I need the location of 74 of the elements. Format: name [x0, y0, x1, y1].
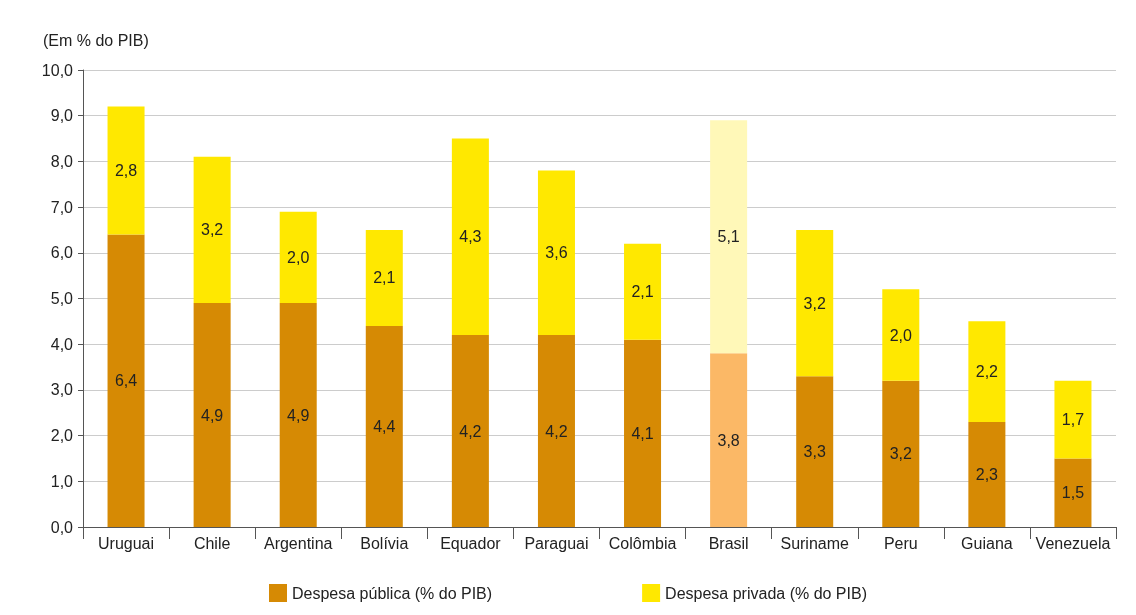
bar	[882, 380, 920, 527]
y-tick-label: 1,0	[50, 472, 74, 490]
data-label: 3,2	[803, 294, 826, 312]
bar	[624, 243, 662, 340]
bar	[537, 170, 575, 336]
data-label: 4,1	[631, 424, 654, 442]
bar	[968, 421, 1006, 527]
y-tick-label: 2,0	[50, 427, 74, 445]
data-label: 4,2	[459, 422, 482, 440]
bar	[1054, 380, 1092, 459]
x-tick-label: Bolívia	[360, 534, 409, 552]
y-tick-label: 9,0	[50, 107, 74, 125]
bar	[710, 120, 748, 354]
bar	[1054, 458, 1092, 527]
y-tick-label: 4,0	[50, 335, 74, 353]
data-label: 4,3	[459, 228, 482, 246]
data-label: 2,1	[631, 283, 654, 301]
legend-label: Despesa pública (% do PIB)	[292, 584, 493, 602]
data-label: 2,2	[975, 363, 999, 381]
x-tick-label: Colômbia	[608, 534, 677, 552]
data-label: 1,7	[1061, 411, 1085, 429]
x-tick-label: Guiana	[961, 534, 1013, 552]
bar	[451, 335, 489, 527]
bar	[796, 376, 834, 527]
x-tick-label: Argentina	[263, 534, 333, 552]
x-tick-label: Paraguai	[524, 534, 589, 552]
data-label: 3,8	[717, 431, 740, 449]
y-tick-label: 6,0	[50, 244, 74, 262]
data-label: 4,9	[287, 406, 310, 424]
data-label: 3,2	[201, 221, 224, 239]
data-label: 4,4	[373, 417, 396, 435]
bar	[882, 289, 920, 381]
bar	[451, 138, 489, 336]
y-tick-label: 8,0	[50, 152, 74, 170]
bar	[107, 106, 145, 235]
bar	[279, 211, 317, 304]
x-tick-label: Peru	[883, 534, 918, 552]
x-tick-label: Brasil	[708, 534, 749, 552]
bar	[710, 353, 748, 527]
bar	[193, 156, 231, 304]
bar	[193, 303, 231, 527]
data-label: 6,4	[114, 372, 138, 390]
bar	[968, 321, 1006, 422]
x-tick-label: Venezuela	[1035, 534, 1111, 552]
bar	[537, 335, 575, 527]
bar	[279, 303, 317, 527]
data-label: 3,2	[889, 445, 913, 463]
y-tick-label: 7,0	[50, 198, 74, 216]
x-tick-label: Uruguai	[98, 534, 155, 552]
y-tick-label: 0,0	[50, 518, 74, 536]
data-label: 1,5	[1061, 484, 1085, 502]
legend-label: Despesa privada (% do PIB)	[665, 584, 867, 602]
data-label: 2,3	[975, 465, 999, 483]
y-tick-label: 10,0	[41, 61, 74, 79]
x-tick-label: Suriname	[780, 534, 850, 552]
data-label: 2,0	[287, 248, 310, 266]
bar	[365, 229, 403, 326]
data-label: 2,0	[889, 326, 913, 344]
data-label: 4,2	[545, 422, 568, 440]
y-tick-label: 5,0	[50, 290, 74, 307]
y-tick-label: 3,0	[50, 381, 74, 399]
bar	[365, 325, 403, 527]
data-label: 5,1	[717, 228, 740, 246]
x-tick-label: Chile	[193, 534, 231, 552]
data-label: 4,9	[201, 406, 224, 424]
x-tick-label: Equador	[440, 534, 502, 552]
data-label: 3,3	[803, 443, 826, 461]
data-label: 2,1	[373, 269, 396, 287]
data-label: 2,8	[114, 162, 138, 180]
data-label: 3,6	[545, 244, 568, 262]
y-axis-title: (Em % do PIB)	[43, 31, 149, 49]
bar	[107, 234, 145, 527]
bar	[796, 229, 834, 377]
bar	[624, 339, 662, 527]
